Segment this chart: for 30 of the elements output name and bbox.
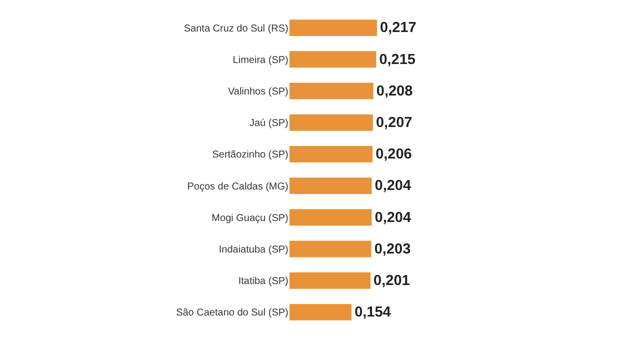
y-tick-label: Valinhos (SP) (228, 86, 288, 98)
data-label: 0,204 (374, 178, 412, 194)
data-label: 0,203 (374, 241, 411, 258)
data-label: 0,204 (374, 210, 412, 226)
bar (289, 240, 372, 258)
bar (289, 272, 371, 289)
y-tick-label: Mogi Guaçu (SP) (212, 212, 288, 224)
bar (289, 114, 373, 131)
y-tick-label: Santa Cruz do Sul (RS) (184, 23, 288, 34)
data-label: 0,217 (380, 20, 416, 36)
data-label: 0,154 (354, 304, 391, 321)
data-label: 0,207 (376, 114, 412, 131)
y-tick-label: Itatiba (SP) (238, 276, 288, 288)
bar (289, 51, 376, 68)
y-tick-label: Sertãozinho (SP) (212, 150, 288, 161)
y-tick-label: Poços de Caldas (MG) (187, 181, 288, 192)
data-label: 0,208 (376, 83, 413, 100)
y-tick-label: Jaú (SP) (249, 118, 288, 130)
bar (289, 20, 377, 36)
data-label: 0,201 (374, 272, 410, 289)
bar (289, 304, 352, 320)
bar (289, 82, 374, 100)
y-tick-label: Limeira (SP) (232, 54, 288, 66)
y-tick-label: São Caetano do Sul (SP) (176, 308, 288, 319)
data-label: 0,215 (379, 52, 416, 68)
y-tick-label: Indaiatuba (SP) (218, 244, 288, 256)
data-label: 0,206 (376, 146, 412, 163)
bar (289, 146, 373, 162)
bar (289, 209, 372, 226)
bar (289, 178, 372, 194)
